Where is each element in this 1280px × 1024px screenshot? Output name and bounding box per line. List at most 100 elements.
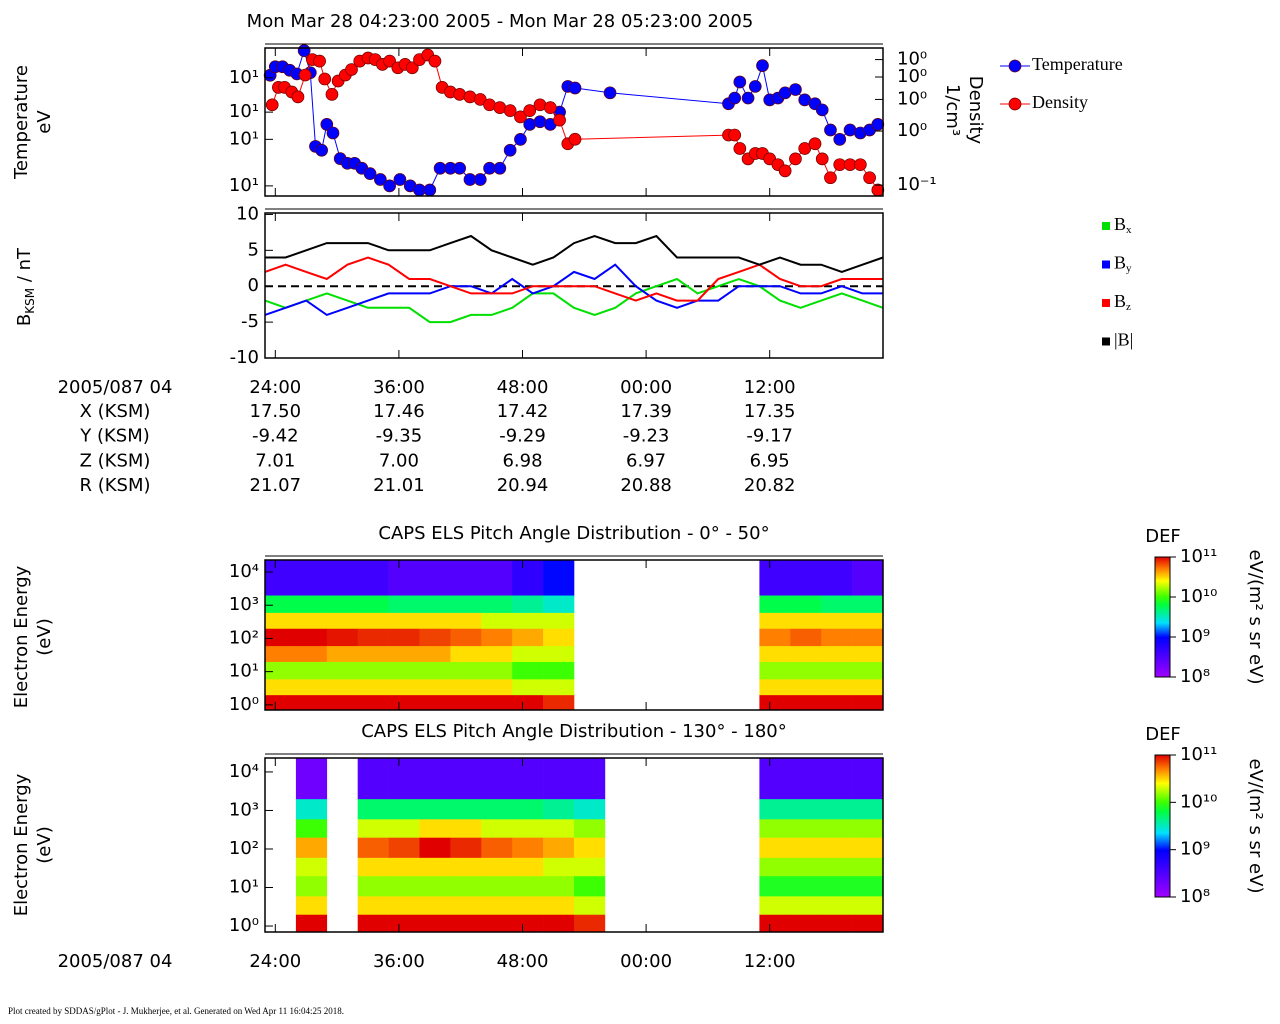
heatmap-cell <box>357 595 389 613</box>
y-axis-label: Electron Energy <box>11 565 32 708</box>
y-tick-label: 10² <box>229 627 259 648</box>
heatmap-cell <box>759 896 791 915</box>
ephemeris-value: 7.01 <box>255 450 295 471</box>
y-tick-label: 10⁰ <box>229 694 259 715</box>
heatmap-cell <box>295 628 328 647</box>
x-tick-label: 00:00 <box>620 377 672 398</box>
heatmap-cell <box>388 798 420 820</box>
heatmap-cell <box>419 628 451 647</box>
marker <box>871 183 885 197</box>
heatmap-cell <box>481 798 513 820</box>
marker <box>741 91 755 105</box>
ephemeris-value: 20.88 <box>620 475 672 496</box>
heatmap-cell <box>790 819 822 838</box>
heatmap-cell <box>821 798 853 820</box>
heatmap-cell <box>821 628 853 647</box>
heatmap-cell <box>388 595 420 613</box>
heatmap-cell <box>759 679 791 696</box>
heatmap-cell <box>543 628 575 647</box>
heatmap-cell <box>450 758 482 800</box>
ephemeris-value: -9.29 <box>499 426 546 447</box>
heatmap-cell <box>852 661 884 680</box>
y-axis-label-sub: KSM <box>23 288 37 314</box>
heatmap-cell <box>481 612 513 629</box>
heatmap-cell <box>512 661 544 680</box>
y-tick-label: 10¹ <box>229 67 259 88</box>
heatmap-cell <box>852 628 884 647</box>
heatmap-cell <box>574 914 606 933</box>
legend-label: Bz <box>1114 291 1131 312</box>
y-tick-label: 10³ <box>229 594 259 615</box>
marker <box>733 142 747 155</box>
ephemeris-value: -9.35 <box>376 426 423 447</box>
marker <box>405 61 419 75</box>
marker <box>728 128 742 142</box>
marker <box>798 142 812 155</box>
heatmap-cell <box>450 914 482 933</box>
colorbar-unit: eV/(m² s sr eV) <box>1245 550 1266 685</box>
marker <box>808 137 822 151</box>
marker <box>326 126 340 140</box>
heatmap-cell <box>821 679 853 696</box>
footer: Plot created by SDDAS/gPlot - J. Mukherj… <box>8 1006 344 1016</box>
heatmap-cell <box>388 758 420 800</box>
heatmap-cell <box>419 758 451 800</box>
marker <box>748 80 762 93</box>
x-tick-label: 00:00 <box>620 951 672 972</box>
legend-label: |B| <box>1114 330 1133 350</box>
heatmap-cell <box>512 758 544 800</box>
y-tick-label: 10¹ <box>229 101 259 122</box>
heatmap-cell <box>574 758 606 800</box>
heatmap-cell <box>295 560 328 596</box>
y-axis-label: BKSM / nT <box>14 247 37 326</box>
heatmap-cell <box>326 645 358 662</box>
legend-swatch <box>1102 222 1110 230</box>
heatmap-cell <box>790 694 822 711</box>
marker <box>863 171 876 185</box>
x-tick-label: 48:00 <box>497 951 549 972</box>
heatmap-cell <box>574 798 606 820</box>
marker <box>313 54 326 68</box>
marker <box>824 171 837 185</box>
panel-title: CAPS ELS Pitch Angle Distribution - 130°… <box>361 721 787 742</box>
y2-tick-label: 10⁰ <box>897 66 927 87</box>
heatmap-cell <box>759 758 791 800</box>
heatmap-cell <box>512 679 544 696</box>
heatmap-cell <box>326 679 358 696</box>
legend-label: Density <box>1032 92 1088 112</box>
marker <box>603 86 617 100</box>
marker <box>393 173 407 186</box>
heatmap-cell <box>574 875 606 897</box>
heatmap-cell <box>295 896 328 915</box>
legend-sub: z <box>1126 301 1131 313</box>
heatmap-cell <box>543 612 575 629</box>
legend-swatch <box>1102 299 1110 307</box>
heatmap-cell <box>821 758 853 800</box>
y-axis-label: eV <box>34 110 55 134</box>
heatmap-cell <box>759 857 791 877</box>
heatmap-cell <box>388 560 420 596</box>
heatmap-cell <box>295 798 328 820</box>
heatmap-cell <box>790 896 822 915</box>
marker <box>733 75 747 89</box>
heatmap-cell <box>759 560 791 596</box>
heatmap-cell <box>295 857 328 877</box>
heatmap-cell <box>543 914 575 933</box>
y2-tick-label: 10⁰ <box>897 88 927 109</box>
legend-name: B <box>1114 214 1126 234</box>
colorbar-tick-label: 10⁹ <box>1180 839 1210 860</box>
legend-sub: y <box>1126 262 1132 274</box>
marker <box>325 88 339 101</box>
main-title: Mon Mar 28 04:23:00 2005 - Mon Mar 28 05… <box>247 11 754 32</box>
marker <box>568 81 582 95</box>
heatmap-cell <box>388 679 420 696</box>
heatmap-cell <box>852 837 884 858</box>
marker <box>298 68 312 82</box>
heatmap-cell <box>450 645 482 662</box>
heatmap-cell <box>759 661 791 680</box>
heatmap-cell <box>481 896 513 915</box>
y-tick-label: 5 <box>248 239 259 260</box>
y2-axis-label: Density <box>965 76 986 145</box>
colorbar-tick-label: 10⁸ <box>1180 886 1210 907</box>
